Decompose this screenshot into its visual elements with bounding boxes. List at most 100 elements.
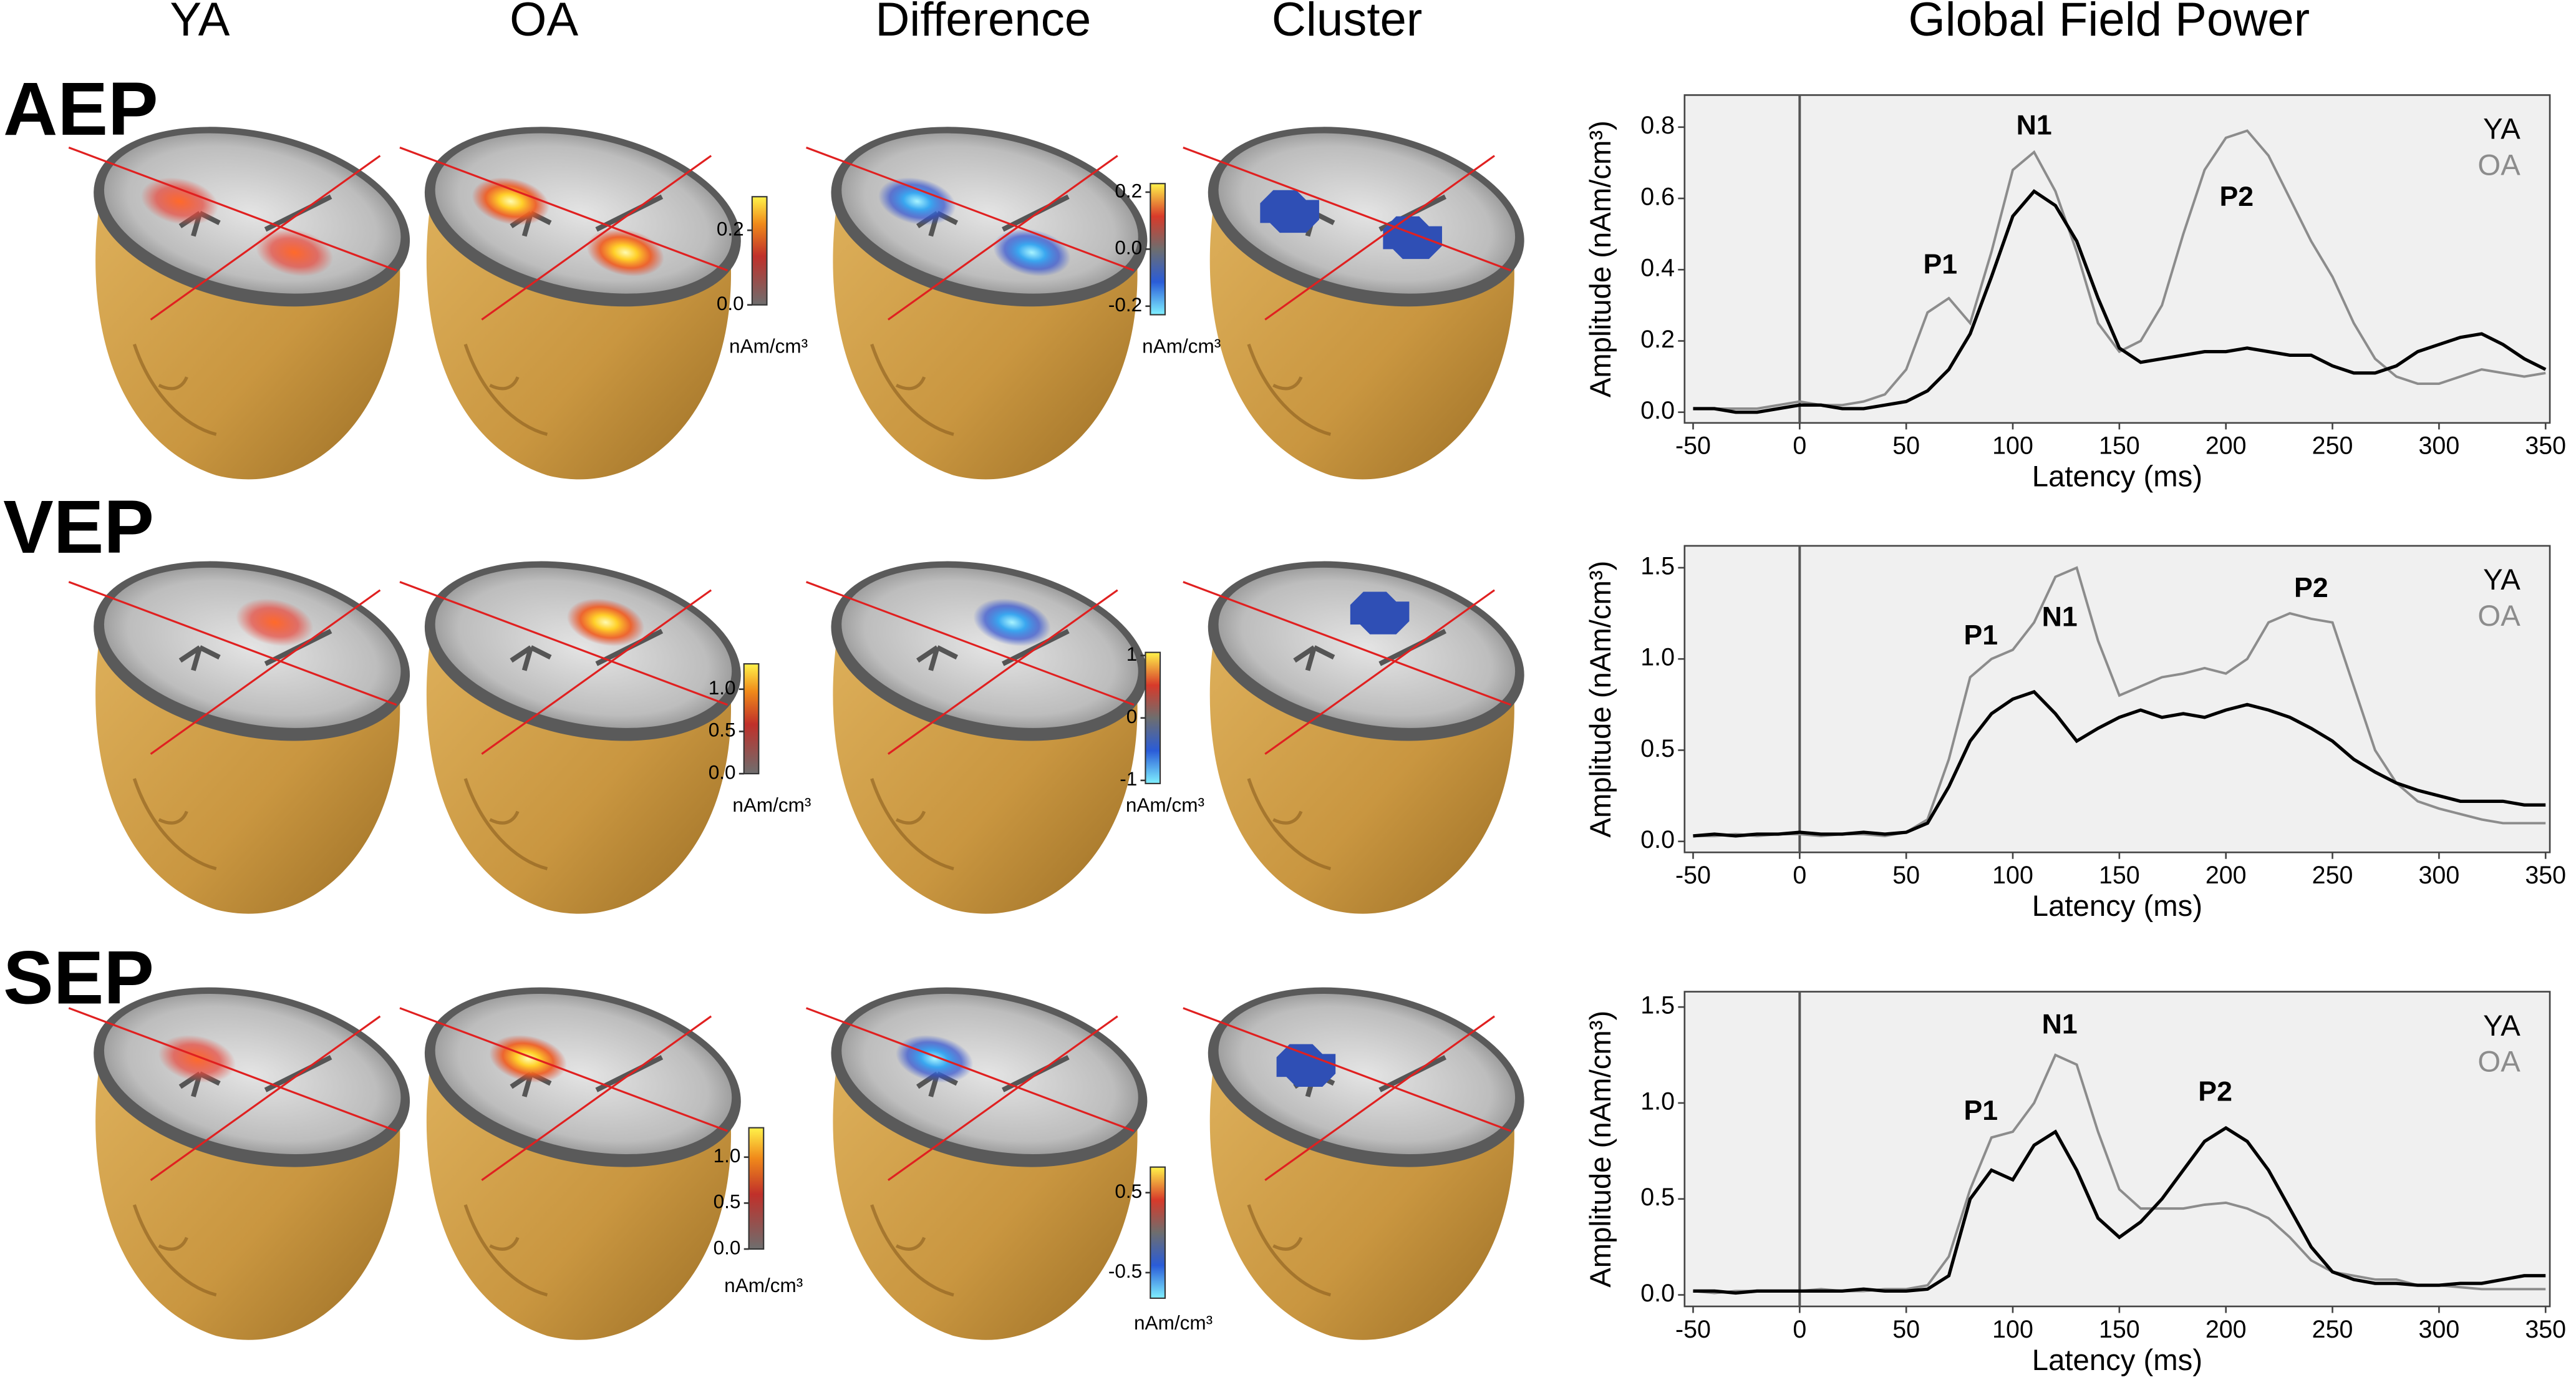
activation <box>236 598 314 646</box>
colorbar-tick-label: 0 <box>1126 705 1138 727</box>
activation <box>472 177 550 225</box>
x-tick-label: 50 <box>1892 1316 1920 1343</box>
peak-annotation: N1 <box>2017 110 2052 141</box>
colorbar-unit: nAm/cm³ <box>1142 334 1221 357</box>
x-tick-label: 50 <box>1892 862 1920 889</box>
face <box>132 1204 217 1297</box>
x-tick-label: -50 <box>1675 1316 1711 1343</box>
colorbar-tick-label: 0.0 <box>717 292 744 314</box>
face <box>463 778 548 871</box>
activation <box>973 598 1051 646</box>
plot-area <box>1683 94 2551 424</box>
head <box>806 987 1148 1340</box>
activation <box>158 1034 236 1083</box>
x-tick-label: 0 <box>1793 862 1806 889</box>
slice-line <box>1264 155 1495 321</box>
x-tick-label: -50 <box>1675 432 1711 460</box>
colorbar-unit: nAm/cm³ <box>1134 1311 1213 1334</box>
y-tick-label: 0.5 <box>1640 735 1675 762</box>
slice <box>841 567 1138 728</box>
colorbar-unit: nAm/cm³ <box>732 794 811 816</box>
face <box>1247 778 1331 871</box>
activation <box>566 598 645 646</box>
head <box>806 127 1148 480</box>
column-header: Cluster <box>1272 0 1422 46</box>
x-axis-label: Latency (ms) <box>2032 460 2202 493</box>
x-tick-label: 200 <box>2206 862 2247 889</box>
plot-area <box>1683 991 2551 1308</box>
slice-line <box>888 1015 1118 1181</box>
peak-annotation: P2 <box>2198 1076 2232 1107</box>
activation <box>255 228 334 277</box>
y-tick-label: 0.2 <box>1640 326 1675 353</box>
y-axis-label: Amplitude (nAm/cm³) <box>1584 561 1617 838</box>
y-tick-label: 0.5 <box>1640 1183 1675 1211</box>
x-tick-label: 200 <box>2206 432 2247 460</box>
x-tick-label: 0 <box>1793 432 1806 460</box>
slice <box>104 567 401 728</box>
cluster <box>1350 591 1410 634</box>
y-tick-label: 1.5 <box>1640 992 1675 1019</box>
slice <box>104 994 401 1154</box>
ventricles <box>1293 629 1446 671</box>
colorbar-tick-label: 0.0 <box>709 761 736 783</box>
legend-label: OA <box>2477 1046 2520 1079</box>
ventricles <box>916 629 1070 671</box>
head <box>1183 987 1524 1340</box>
ventricles <box>510 629 664 671</box>
column-header: Difference <box>875 0 1091 46</box>
face <box>870 778 954 871</box>
slice-line <box>481 589 712 755</box>
x-tick-label: 350 <box>2525 1316 2566 1343</box>
activation <box>993 228 1071 277</box>
x-tick-label: 300 <box>2419 432 2460 460</box>
face <box>463 343 548 436</box>
face <box>132 778 217 871</box>
slice-line <box>1183 1007 1511 1132</box>
colorbar-tick-label: -1 <box>1120 767 1137 790</box>
x-tick-label: 200 <box>2206 1316 2247 1343</box>
peak-annotation: N1 <box>2042 1009 2078 1040</box>
x-tick-label: 100 <box>1992 432 2033 460</box>
peak-annotation: N1 <box>2042 602 2078 633</box>
colorbar-tick-label: 0.5 <box>709 719 736 741</box>
colorbar-tick-label: 1.0 <box>714 1144 741 1167</box>
x-tick-label: 350 <box>2525 432 2566 460</box>
peak-annotation: P1 <box>1963 1096 1998 1126</box>
colorbar-tick-label: -0.2 <box>1108 293 1142 316</box>
head <box>68 987 410 1340</box>
slice-line <box>1264 1015 1495 1181</box>
colorbar-tick-label: 0.5 <box>1115 1180 1142 1202</box>
legend-label: YA <box>2483 113 2520 146</box>
peak-annotation: P1 <box>1924 249 1958 279</box>
y-tick-label: 0.0 <box>1640 397 1675 424</box>
colorbar <box>1145 651 1161 784</box>
legend-label: YA <box>2483 563 2520 596</box>
slice-line <box>68 1007 397 1132</box>
slice-line <box>68 146 397 271</box>
column-header: OA <box>510 0 578 46</box>
legend-label: OA <box>2477 148 2520 182</box>
slice-line <box>481 1015 712 1181</box>
x-tick-label: 250 <box>2312 862 2353 889</box>
series-line <box>1693 129 2546 410</box>
face <box>463 1204 548 1297</box>
slice <box>841 994 1138 1154</box>
colorbar-tick-label: 0.0 <box>714 1236 741 1258</box>
y-axis-label: Amplitude (nAm/cm³) <box>1584 1011 1617 1288</box>
colorbar-tick-label: 1 <box>1126 643 1138 665</box>
colorbar <box>1150 183 1166 316</box>
slice-line <box>806 581 1135 706</box>
x-tick-label: 150 <box>2099 432 2140 460</box>
y-tick-label: 0.6 <box>1640 183 1675 210</box>
head <box>399 561 741 914</box>
activation <box>878 177 956 225</box>
slice-line <box>806 1007 1135 1132</box>
face <box>1247 1204 1331 1297</box>
x-tick-label: 150 <box>2099 1316 2140 1343</box>
x-tick-label: -50 <box>1675 862 1711 889</box>
y-tick-label: 0.4 <box>1640 255 1675 282</box>
colorbar-unit: nAm/cm³ <box>729 334 808 357</box>
x-axis-label: Latency (ms) <box>2032 1344 2202 1377</box>
x-axis-label: Latency (ms) <box>2032 890 2202 923</box>
